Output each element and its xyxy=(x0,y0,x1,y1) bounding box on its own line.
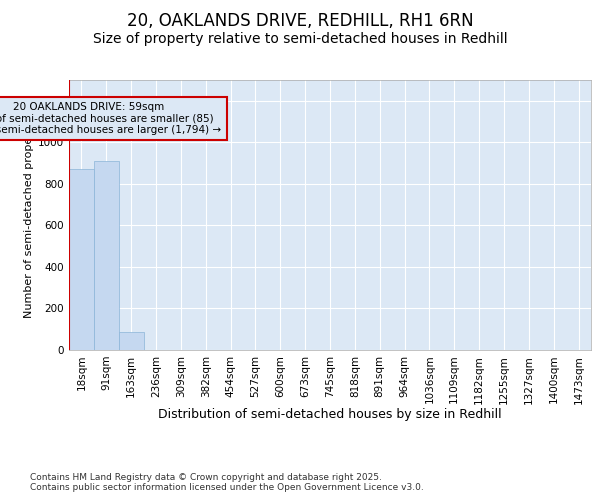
Bar xyxy=(119,332,143,350)
Text: 20, OAKLANDS DRIVE, REDHILL, RH1 6RN: 20, OAKLANDS DRIVE, REDHILL, RH1 6RN xyxy=(127,12,473,30)
Y-axis label: Number of semi-detached properties: Number of semi-detached properties xyxy=(24,112,34,318)
Text: Size of property relative to semi-detached houses in Redhill: Size of property relative to semi-detach… xyxy=(92,32,508,46)
Bar xyxy=(94,161,119,350)
Bar xyxy=(69,170,94,350)
X-axis label: Distribution of semi-detached houses by size in Redhill: Distribution of semi-detached houses by … xyxy=(158,408,502,421)
Text: 20 OAKLANDS DRIVE: 59sqm
← 5% of semi-detached houses are smaller (85)
95% of se: 20 OAKLANDS DRIVE: 59sqm ← 5% of semi-de… xyxy=(0,102,221,135)
Text: Contains HM Land Registry data © Crown copyright and database right 2025.
Contai: Contains HM Land Registry data © Crown c… xyxy=(30,473,424,492)
